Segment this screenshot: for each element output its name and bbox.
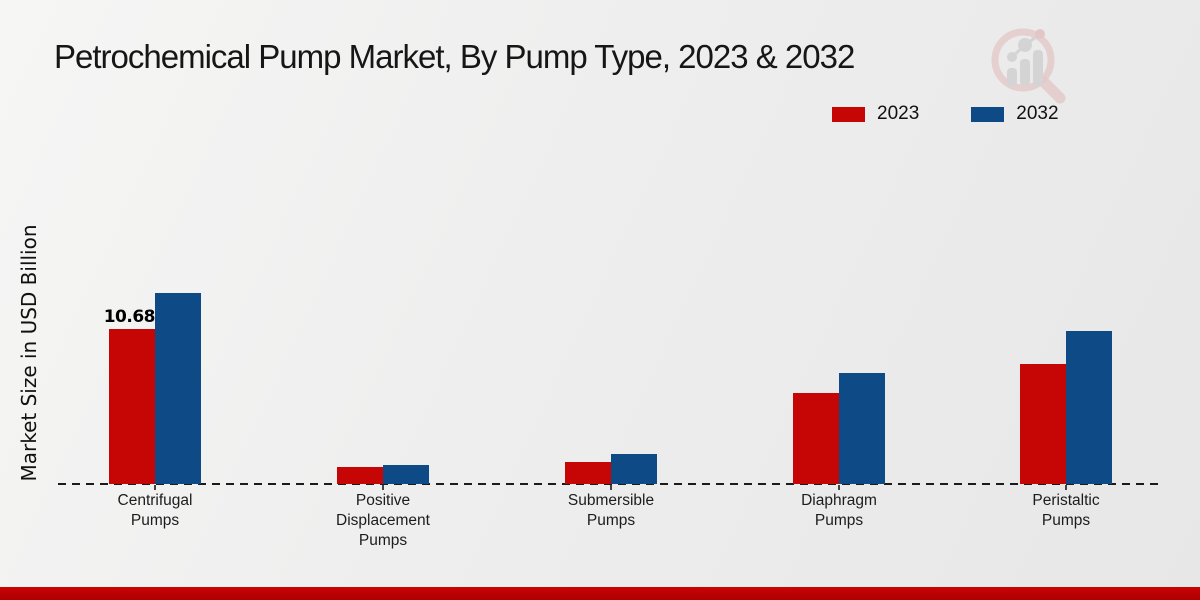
footer-red-bar [0,587,1200,600]
bar-2032-submersible-pumps [611,454,657,484]
legend-item-2032: 2032 [971,103,1059,125]
y-axis-title: Market Size in USD Billion [17,224,41,482]
legend-swatch-2032 [971,106,1005,122]
legend-label-2023: 2023 [877,103,920,124]
x-axis-tick [1065,485,1067,490]
bar-2032-peristaltic-pumps [1066,331,1112,484]
bar-2023-centrifugal-pumps [109,329,155,484]
category-label-centrifugal-pumps: Centrifugal Pumps [117,492,193,529]
x-axis-tick [154,485,156,490]
legend-swatch-2023 [832,106,865,122]
x-axis-tick [610,485,612,490]
magnifier-bar-chart-logo-icon [991,28,1066,104]
bar-2032-diaphragm-pumps [839,373,885,484]
bar-2023-submersible-pumps [565,462,611,484]
bar-value-label-2023-centrifugal-pumps: 10.68 [103,307,156,327]
bar-2032-positive-displacement-pumps [383,465,429,484]
legend-label-2032: 2032 [1016,103,1059,124]
bar-2032-centrifugal-pumps [155,293,201,484]
category-label-submersible-pumps: Submersible Pumps [567,492,655,529]
legend-item-2023: 2023 [832,103,919,125]
chart-title: Petrochemical Pump Market, By Pump Type,… [54,38,855,75]
x-axis-tick [838,485,840,490]
bar-2023-peristaltic-pumps [1020,364,1066,484]
category-label-positive-displacement-pumps: Positive Displacement Pumps [336,492,430,549]
legend: 2023 2032 [832,103,1059,125]
bar-2023-diaphragm-pumps [793,393,839,484]
category-label-diaphragm-pumps: Diaphragm Pumps [801,492,877,529]
bar-2023-positive-displacement-pumps [337,467,383,484]
category-label-peristaltic-pumps: Peristaltic Pumps [1032,492,1100,529]
x-axis-baseline [58,483,1160,485]
x-axis-tick [382,485,384,490]
